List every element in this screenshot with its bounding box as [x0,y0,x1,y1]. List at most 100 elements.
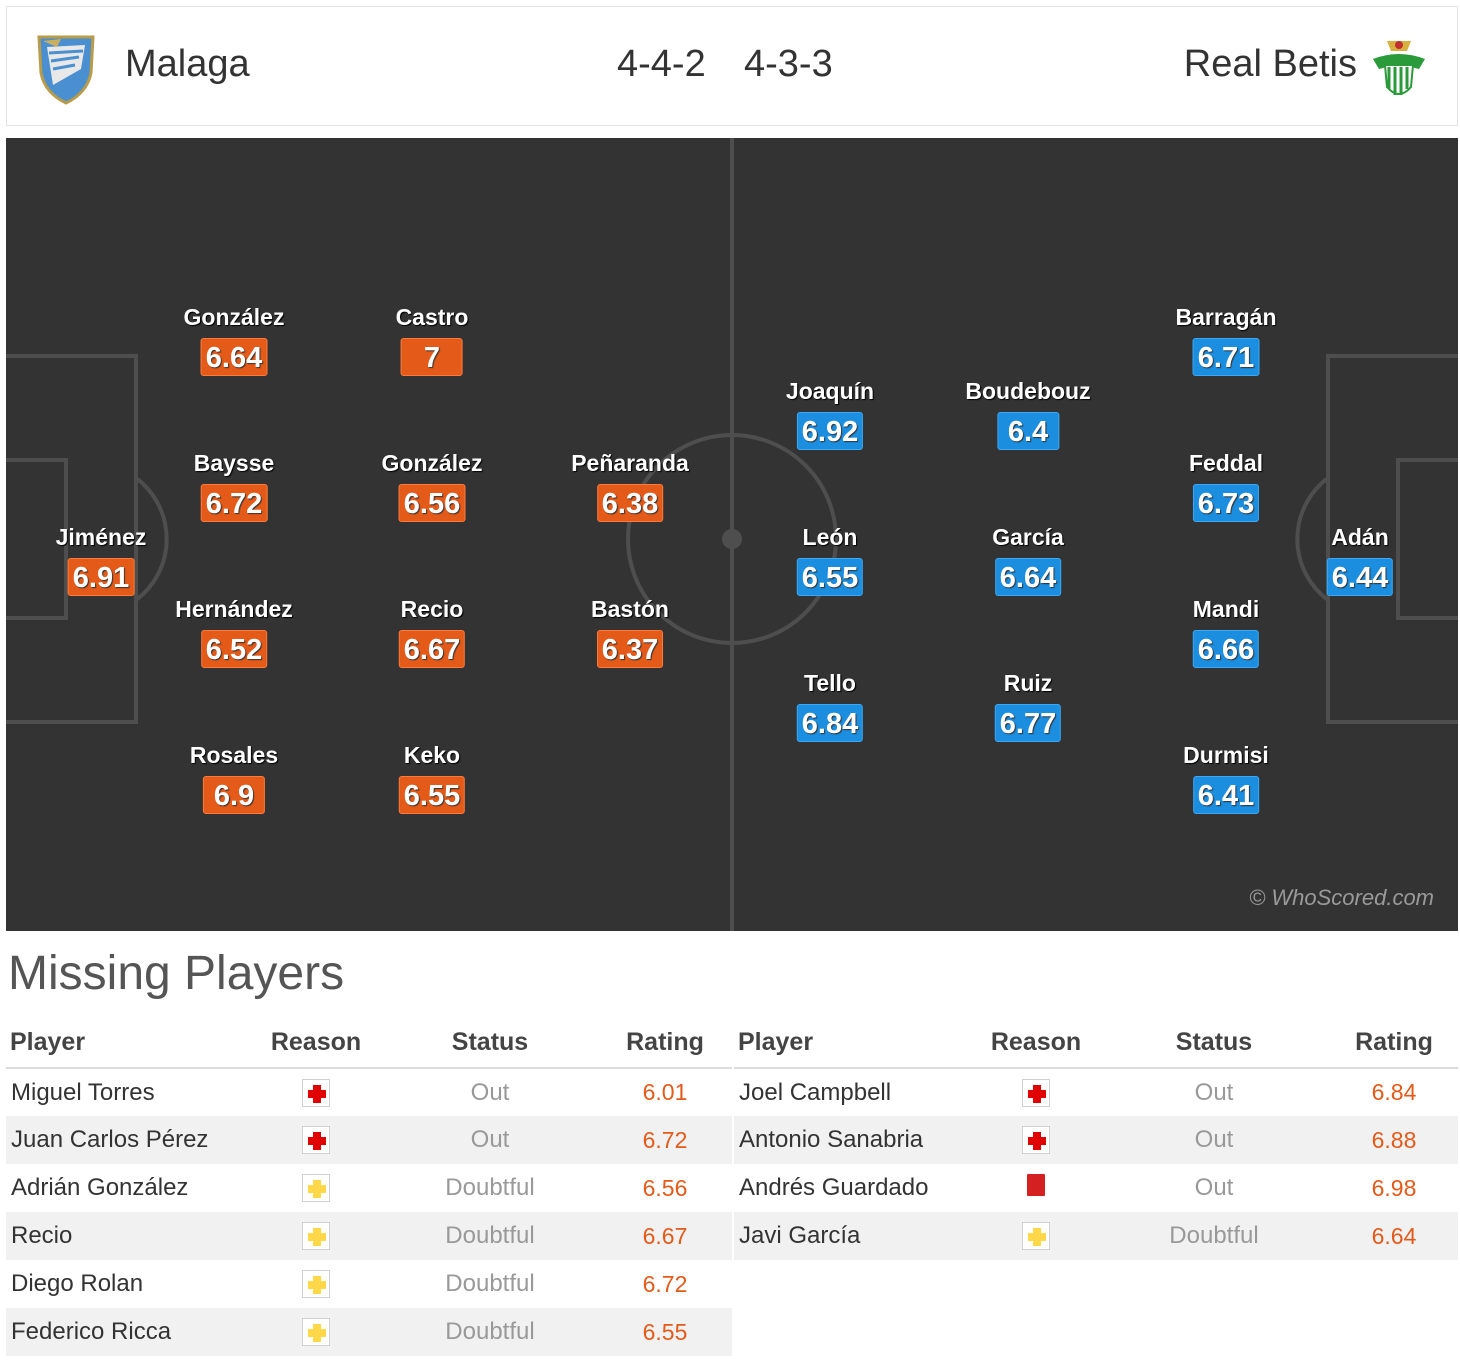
home-player[interactable]: Recio 6.67 [398,596,466,668]
player-name: Castro [395,304,469,330]
column-header-rating[interactable]: Rating [598,1018,732,1069]
player-rating: 6.38 [596,484,664,522]
missing-player-reason [250,1164,382,1212]
missing-player-row[interactable]: Antonio Sanabria Out 6.88 [734,1116,1458,1164]
missing-player-status: Out [1098,1116,1330,1164]
home-player[interactable]: Rosales 6.9 [190,742,278,814]
away-player[interactable]: Barragán 6.71 [1176,304,1276,376]
player-rating: 6.4 [996,412,1059,450]
missing-player-status: Doubtful [445,1174,535,1201]
player-name: García [992,524,1064,550]
column-header-status[interactable]: Status [1098,1018,1330,1069]
column-header-reason[interactable]: Reason [974,1018,1098,1069]
column-header-status[interactable]: Status [382,1018,598,1069]
player-name: González [183,304,285,330]
missing-player-row[interactable]: Federico Ricca Doubtful 6.55 [6,1308,732,1356]
home-team-name[interactable]: Malaga [125,43,250,85]
missing-player-name[interactable]: Joel Campbell [739,1078,892,1106]
missing-player-status: Out [382,1116,598,1164]
away-player[interactable]: Durmisi 6.41 [1183,742,1269,814]
missing-player-name[interactable]: Javi García [734,1212,974,1260]
missing-players-title: Missing Players [8,947,345,1000]
column-header-player[interactable]: Player [734,1018,974,1069]
player-rating: 7 [400,338,463,376]
away-player[interactable]: Adán 6.44 [1326,524,1394,596]
missing-player-status: Out [1194,1174,1234,1201]
doubtful-icon [1022,1222,1050,1251]
away-team-name[interactable]: Real Betis [1183,43,1357,85]
missing-player-row[interactable]: Juan Carlos Pérez Out 6.72 [6,1116,732,1164]
missing-player-name[interactable]: Juan Carlos Pérez [6,1116,250,1164]
player-rating: 6.52 [200,630,268,668]
missing-player-reason [974,1116,1098,1164]
injury-icon [302,1126,330,1155]
missing-player-name[interactable]: Antonio Sanabria [734,1116,974,1164]
player-rating: 6.56 [398,484,466,522]
home-player[interactable]: Baysse 6.72 [194,450,274,522]
player-rating: 6.9 [203,776,265,814]
player-name: Tello [804,670,856,696]
injury-icon [302,1078,330,1107]
home-player[interactable]: Bastón 6.37 [591,596,669,668]
away-formation: 4-3-3 [744,43,833,85]
injury-icon [1022,1126,1050,1155]
player-name: Ruiz [1003,670,1053,696]
missing-player-reason [250,1260,382,1308]
missing-player-name[interactable]: Miguel Torres [11,1078,155,1106]
missing-player-name[interactable]: Diego Rolan [11,1270,144,1297]
away-missing-table: Player Reason Status Rating Joel Campbel… [734,1018,1458,1260]
missing-player-reason [250,1068,382,1116]
player-rating: 6.77 [994,704,1062,742]
player-rating: 6.41 [1192,776,1260,814]
column-header-player[interactable]: Player [6,1018,250,1069]
missing-player-name[interactable]: Andrés Guardado [739,1174,929,1201]
missing-player-rating: 6.67 [598,1212,732,1260]
missing-player-name[interactable]: Adrián González [11,1174,189,1201]
away-player[interactable]: Joaquín 6.92 [786,378,874,450]
away-player[interactable]: León 6.55 [796,524,864,596]
home-player[interactable]: Castro 7 [395,304,469,376]
home-player[interactable]: Jiménez 6.91 [56,524,146,596]
missing-player-reason [974,1068,1098,1116]
missing-player-rating: 6.88 [1330,1116,1458,1164]
missing-player-row[interactable]: Javi García Doubtful 6.64 [734,1212,1458,1260]
column-header-rating[interactable]: Rating [1330,1018,1458,1069]
player-rating: 6.55 [796,558,864,596]
doubtful-icon [302,1270,330,1299]
away-player[interactable]: Mandi 6.66 [1192,596,1260,668]
away-player[interactable]: Ruiz 6.77 [994,670,1062,742]
home-player[interactable]: González 6.64 [183,304,285,376]
away-player[interactable]: Boudebouz 6.4 [965,378,1091,450]
home-player[interactable]: Hernández 6.52 [175,596,293,668]
home-player[interactable]: González 6.56 [382,450,482,522]
pitch: Jiménez 6.91 González 6.64 Baysse 6.72 H… [6,138,1458,931]
player-rating: 6.92 [796,412,864,450]
injury-icon [1022,1078,1050,1107]
missing-player-row[interactable]: Diego Rolan Doubtful 6.72 [6,1260,732,1308]
away-player[interactable]: Feddal 6.73 [1189,450,1263,522]
missing-player-rating: 6.64 [1330,1212,1458,1260]
player-name: Bastón [591,596,669,622]
player-name: Recio [400,596,464,622]
away-player[interactable]: Tello 6.84 [796,670,864,742]
player-name: Feddal [1188,450,1264,476]
home-player[interactable]: Peñaranda 6.38 [571,450,689,522]
missing-player-name[interactable]: Recio [6,1212,250,1260]
missing-player-row[interactable]: Andrés Guardado Out 6.98 [734,1164,1458,1212]
missing-player-row[interactable]: Joel Campbell Out 6.84 [734,1068,1458,1116]
missing-player-rating: 6.72 [642,1270,688,1297]
player-rating: 6.64 [200,338,268,376]
missing-player-row[interactable]: Adrián González Doubtful 6.56 [6,1164,732,1212]
missing-player-name[interactable]: Federico Ricca [6,1308,250,1356]
player-rating: 6.66 [1192,630,1260,668]
player-rating: 6.37 [596,630,664,668]
doubtful-icon [302,1222,330,1251]
missing-player-reason [250,1116,382,1164]
player-name: Keko [403,742,461,768]
home-formation: 4-4-2 [617,43,706,85]
missing-player-row[interactable]: Recio Doubtful 6.67 [6,1212,732,1260]
away-player[interactable]: García 6.64 [992,524,1064,596]
home-player[interactable]: Keko 6.55 [398,742,466,814]
column-header-reason[interactable]: Reason [250,1018,382,1069]
missing-player-row[interactable]: Miguel Torres Out 6.01 [6,1068,732,1116]
